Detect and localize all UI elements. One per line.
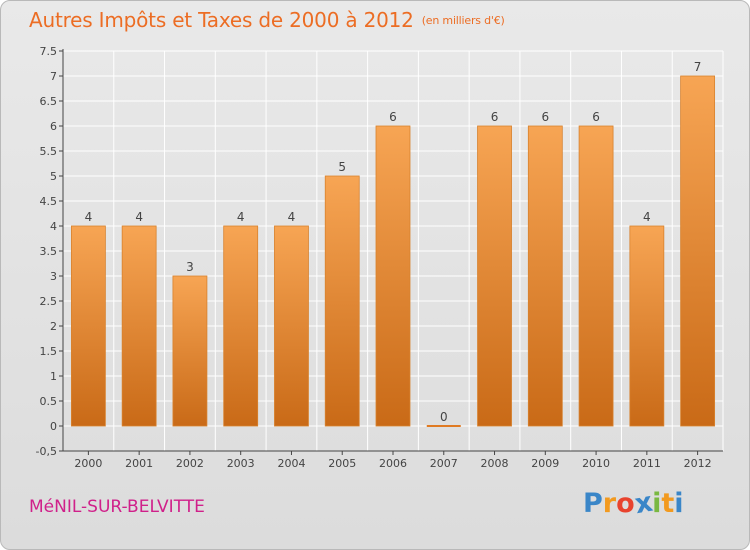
bar-2003 — [223, 225, 259, 427]
data-label-2008: 6 — [491, 110, 499, 124]
logo-letter: t — [661, 488, 675, 519]
y-tick-label: 6.5 — [40, 95, 58, 108]
chart-title-text: Autres Impôts et Taxes de 2000 à 2012 — [29, 8, 414, 32]
x-tick-label-2009: 2009 — [531, 457, 559, 470]
bar-2008 — [477, 125, 512, 427]
data-label-2010: 6 — [592, 110, 600, 124]
y-tick-label: 2.5 — [40, 295, 58, 308]
data-label-2000: 4 — [85, 210, 93, 224]
logo-letter: r — [602, 488, 617, 519]
bar-2004 — [274, 225, 309, 427]
bar-2002 — [172, 275, 208, 427]
y-tick-label: 4 — [50, 220, 57, 233]
data-labels: 4 4 3 4 4 5 6 0 6 6 6 4 7 — [85, 60, 702, 424]
bar-2001 — [121, 225, 157, 427]
bar-2009 — [527, 125, 563, 427]
x-tick-label-2008: 2008 — [481, 457, 509, 470]
bar-2010 — [578, 125, 614, 427]
bar-2005 — [324, 175, 360, 427]
bar-2000 — [70, 225, 106, 427]
logo-letter: i — [652, 488, 662, 519]
x-tick-label-2006: 2006 — [379, 457, 407, 470]
x-tick-label-2012: 2012 — [684, 457, 712, 470]
x-tick-label-2010: 2010 — [582, 457, 610, 470]
bars — [70, 75, 716, 427]
data-label-2009: 6 — [541, 110, 549, 124]
y-tick-label: 3.5 — [40, 245, 58, 258]
y-tick-label: 0 — [50, 420, 57, 433]
axes — [59, 49, 723, 455]
y-tick-label: 4.5 — [40, 195, 58, 208]
bar-2006 — [375, 125, 411, 427]
y-tick-label: 1 — [50, 370, 57, 383]
x-tick-label-2003: 2003 — [227, 457, 255, 470]
data-label-2001: 4 — [135, 210, 143, 224]
y-tick-label: 6 — [50, 120, 57, 133]
x-tick-label-2001: 2001 — [125, 457, 153, 470]
x-tick-label-2002: 2002 — [176, 457, 204, 470]
y-tick-label: 0.5 — [40, 395, 58, 408]
y-tick-label: 1.5 — [40, 345, 58, 358]
bar-2011 — [629, 225, 665, 427]
y-tick-label: -0,5 — [36, 445, 57, 458]
data-label-2011: 4 — [643, 210, 651, 224]
data-label-2006: 6 — [389, 110, 397, 124]
y-tick-label: 5 — [50, 170, 57, 183]
y-tick-label: 7.5 — [40, 45, 58, 58]
chart-title: Autres Impôts et Taxes de 2000 à 2012 (en… — [29, 8, 505, 32]
chart-subtitle: (en milliers d'€) — [421, 14, 505, 27]
y-tick-label: 7 — [50, 70, 57, 83]
proxiti-logo: Proxiti — [583, 487, 684, 521]
data-label-2005: 5 — [338, 160, 346, 174]
data-label-2007: 0 — [440, 410, 448, 424]
data-label-2003: 4 — [237, 210, 245, 224]
data-label-2002: 3 — [186, 260, 194, 274]
town-name: MéNIL-SUR-BELVITTE — [29, 497, 205, 517]
bar-2012 — [680, 75, 716, 427]
x-tick-label-2004: 2004 — [277, 457, 305, 470]
x-tick-label-2005: 2005 — [328, 457, 356, 470]
logo-letter: o — [616, 488, 635, 519]
x-tick-label-2011: 2011 — [633, 457, 661, 470]
y-tick-label: 5.5 — [40, 145, 58, 158]
logo-letter: P — [583, 488, 603, 519]
data-label-2012: 7 — [694, 60, 702, 74]
logo-letter: i — [674, 488, 684, 519]
y-tick-label: 3 — [50, 270, 57, 283]
data-label-2004: 4 — [288, 210, 296, 224]
tick-labels: -0,5 0 0.5 1 1.5 2 2.5 3 3.5 4 4.5 5 5.5 6 6.5 7 7.5 2000… — [36, 45, 712, 470]
x-tick-label-2007: 2007 — [430, 457, 458, 470]
y-tick-label: 2 — [50, 320, 57, 333]
x-tick-label-2000: 2000 — [74, 457, 102, 470]
